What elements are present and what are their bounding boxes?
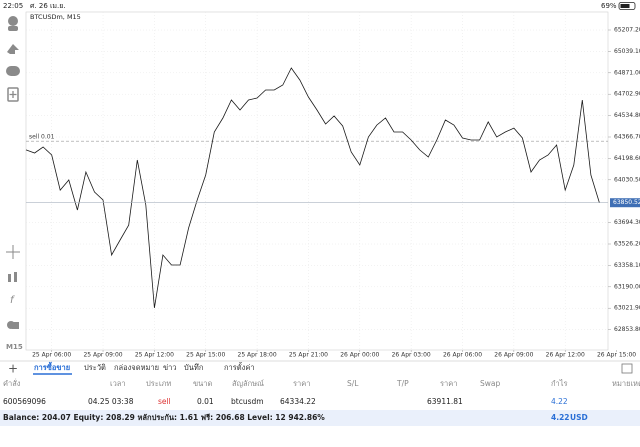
row-cell: sell	[158, 397, 171, 406]
row-cell: 63911.81	[427, 397, 463, 406]
candles-icon-2	[14, 272, 17, 282]
y-tick-label: 64534.80	[614, 112, 640, 119]
indicator-icon[interactable]: f	[10, 295, 15, 306]
column-header: Swap	[480, 379, 500, 388]
row-cell: 64334.22	[280, 397, 316, 406]
row-cell: 600569096	[3, 397, 46, 406]
x-tick-label: 25 Apr 06:00	[32, 352, 71, 359]
left-toolbar: f M15	[6, 16, 23, 351]
x-tick-label: 25 Apr 09:00	[83, 352, 122, 359]
account-icon-body	[8, 26, 18, 31]
row-cell: btcusdm	[231, 397, 264, 406]
tab[interactable]: บันทึก	[184, 363, 203, 372]
summary-currency: USD	[570, 413, 588, 422]
y-tick-label: 63358.10	[614, 262, 640, 269]
account-icon[interactable]	[8, 16, 18, 26]
y-tick-label: 63190.00	[614, 283, 640, 290]
column-header: T/P	[396, 379, 409, 388]
x-tick-label: 25 Apr 15:00	[186, 352, 225, 359]
status-time: 22:05	[3, 2, 23, 10]
tab[interactable]: การตั้งค่า	[224, 362, 255, 372]
column-header: ราคา	[293, 379, 310, 388]
column-header: ราคา	[440, 379, 457, 388]
trade-icon[interactable]	[7, 44, 19, 54]
new-order-icon[interactable]	[7, 87, 19, 102]
status-battery: 69%	[601, 2, 617, 10]
summary-profit: 4.22	[551, 413, 570, 422]
x-tick-label: 26 Apr 12:00	[546, 352, 585, 359]
column-header: S/L	[347, 379, 359, 388]
current-price-box	[610, 198, 640, 208]
y-tick-label: 62853.80	[614, 326, 640, 333]
price-line	[25, 67, 600, 308]
objects-icon-2	[12, 322, 19, 329]
position-label: sell 0.01	[29, 134, 55, 141]
y-tick-label: 64198.60	[614, 155, 640, 162]
chart: BTCUSDm, M15 65207.20 65039.10 64871.00 647…	[25, 11, 640, 359]
row-cell: 04.25 03:38	[88, 397, 134, 406]
new-order-plus	[9, 91, 17, 98]
column-header: คำสั่ง	[3, 378, 21, 388]
battery-level	[620, 4, 630, 8]
column-header: ขนาด	[193, 379, 212, 388]
tab[interactable]: การซื้อขาย	[34, 361, 70, 372]
column-header: กำไร	[551, 379, 568, 388]
row-cell: 0.01	[197, 397, 214, 406]
column-header: ประเภท	[146, 379, 171, 388]
chat-icon[interactable]	[6, 66, 20, 76]
x-tick-label: 25 Apr 12:00	[135, 352, 174, 359]
y-tick-label: 63526.20	[614, 241, 640, 248]
current-price-label: 63850.52	[613, 199, 640, 206]
tab[interactable]: ประวัติ	[84, 363, 106, 372]
plot-frame	[25, 11, 609, 351]
x-tick-label: 26 Apr 09:00	[494, 352, 533, 359]
y-tick-label: 64030.50	[614, 176, 640, 183]
tab[interactable]: กล่องจดหมาย	[114, 363, 159, 372]
layout-button[interactable]	[621, 363, 633, 374]
row-cell: 4.22	[551, 397, 568, 406]
x-tick-label: 26 Apr 15:00	[597, 352, 636, 359]
summary-text: Balance: 204.07 Equity: 208.29 หลักประกั…	[3, 413, 325, 422]
candles-icon[interactable]	[8, 274, 11, 282]
summary-bg	[0, 410, 640, 426]
y-tick-label: 65039.10	[614, 48, 640, 55]
y-tick-label: 63694.30	[614, 219, 640, 226]
column-header: หมายเหตุ	[612, 379, 640, 388]
x-tick-label: 26 Apr 03:00	[392, 352, 431, 359]
x-tick-label: 25 Apr 21:00	[289, 352, 328, 359]
column-header: เวลา	[110, 379, 126, 388]
y-tick-label: 64871.00	[614, 69, 640, 76]
x-tick-label: 26 Apr 00:00	[340, 352, 379, 359]
y-tick-label: 64366.70	[614, 134, 640, 141]
y-tick-label: 63021.90	[614, 305, 640, 312]
battery-icon	[618, 2, 636, 10]
x-tick-label: 25 Apr 18:00	[238, 352, 277, 359]
column-header: สัญลักษณ์	[232, 379, 264, 388]
timeframe-button[interactable]: M15	[6, 343, 23, 351]
tab[interactable]: ข่าว	[163, 363, 177, 372]
y-tick-label: 65207.20	[614, 27, 640, 34]
add-button[interactable]: +	[8, 362, 18, 376]
y-tick-label: 64702.90	[614, 91, 640, 98]
status-date: ศ. 26 เม.ย.	[30, 2, 66, 10]
crosshair-icon[interactable]	[6, 245, 20, 259]
chart-title: BTCUSDm, M15	[30, 13, 81, 21]
x-tick-label: 26 Apr 06:00	[443, 352, 482, 359]
